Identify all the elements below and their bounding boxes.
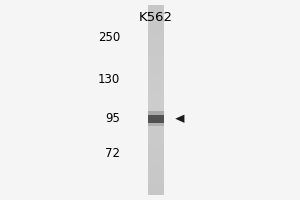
Bar [148,81,164,84]
Bar [148,133,164,136]
Bar [148,72,164,74]
Bar [148,48,164,50]
Bar [148,126,164,129]
Bar [148,192,164,195]
Bar [148,188,164,190]
Bar [148,131,164,133]
Bar [148,64,164,67]
Bar [148,119,164,121]
Bar [148,17,164,20]
Bar [148,145,164,148]
Bar [148,95,164,98]
Bar [148,166,164,169]
Bar [148,8,164,10]
Bar [148,150,164,152]
Bar [148,22,164,24]
Bar [148,15,164,17]
Bar [148,41,164,43]
Bar [148,5,164,8]
Bar [148,86,164,88]
Bar [148,164,164,166]
Bar [148,12,164,15]
Bar [148,190,164,192]
Bar [148,140,164,143]
Bar [148,143,164,145]
Bar [148,38,164,41]
Bar [148,147,164,150]
Bar [148,27,164,29]
Bar [148,34,164,36]
Bar [148,111,164,115]
Bar [148,107,164,110]
Bar [148,109,164,112]
Text: 95: 95 [105,112,120,125]
Bar [148,123,164,126]
Bar [148,79,164,81]
Polygon shape [175,115,184,123]
Text: K562: K562 [139,11,173,24]
Bar [148,62,164,65]
Bar [148,55,164,58]
Bar [148,112,164,114]
Bar [148,157,164,159]
Bar [148,138,164,140]
Bar [148,43,164,46]
Bar [148,67,164,69]
Bar [148,20,164,22]
Bar [148,93,164,95]
Bar [148,136,164,138]
Text: 72: 72 [105,147,120,160]
Bar [148,102,164,105]
Bar [148,114,164,117]
Bar [148,121,164,124]
Bar [148,50,164,53]
Bar [148,105,164,107]
Bar [148,60,164,62]
Bar [148,76,164,79]
Bar [148,176,164,178]
Bar [148,117,164,119]
Bar [148,10,164,13]
Text: 130: 130 [98,73,120,86]
Bar [148,98,164,100]
Bar [148,128,164,131]
Bar [148,31,164,34]
Bar [148,36,164,39]
Bar [148,180,164,183]
Bar [148,124,164,126]
Bar [148,169,164,171]
Bar [148,91,164,93]
Bar [148,69,164,72]
Bar [148,100,164,103]
Bar [148,171,164,174]
Bar [148,57,164,60]
Bar [148,183,164,185]
Bar [148,178,164,181]
Bar [148,24,164,27]
Bar [148,74,164,77]
Bar [148,159,164,162]
Bar [148,29,164,32]
Bar [148,162,164,164]
Bar [148,88,164,91]
Bar [148,185,164,188]
Bar [148,154,164,157]
Bar [148,53,164,55]
Bar [148,83,164,86]
Bar [148,152,164,155]
Bar [148,173,164,176]
Text: 250: 250 [98,31,120,44]
Bar [148,46,164,48]
Bar [148,115,164,123]
